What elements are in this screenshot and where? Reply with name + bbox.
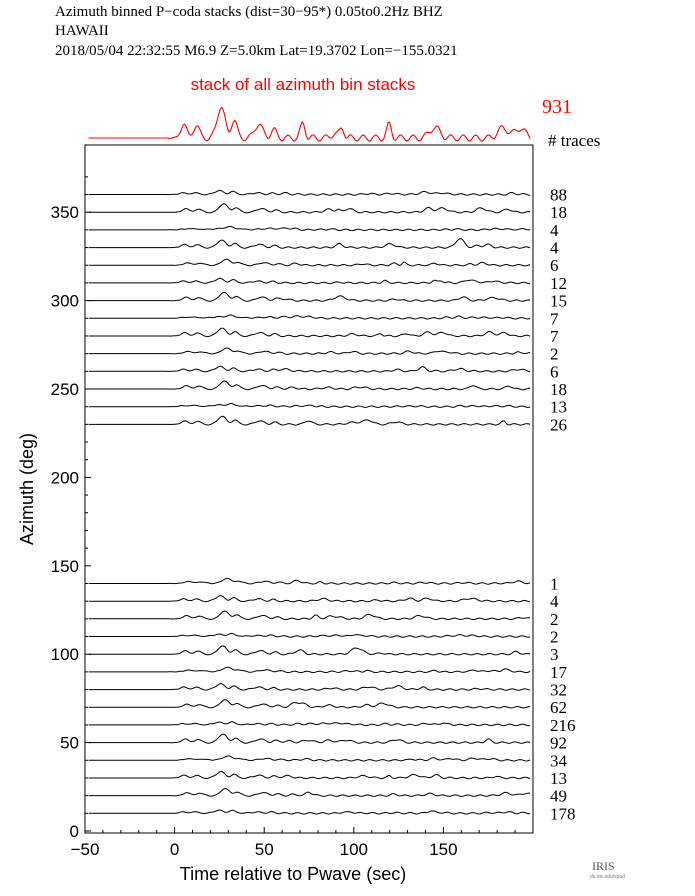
y-tick-label: 300 [51,292,79,311]
plot-frame [84,144,534,834]
bin-trace [88,403,531,408]
trace-count: 1 [550,575,559,594]
trace-count: 26 [550,415,567,434]
trace-count: 2 [550,345,559,364]
trace-count: 2 [550,628,559,647]
bin-trace [88,189,531,196]
y-tick-label: 0 [70,822,79,841]
trace-group: 8818446121577261813261422317326221692341… [88,186,576,823]
bin-trace [88,733,531,744]
chart-title: Azimuth binned P−coda stacks (dist=30−95… [55,4,443,20]
bin-trace [88,365,531,373]
trace-count: 88 [550,186,567,205]
iris-logo-subtext: ds.iris.edu/spud [590,874,625,880]
bin-trace [88,577,531,585]
trace-count: 178 [550,804,576,823]
trace-count: 216 [550,716,576,735]
bin-trace [88,380,531,391]
trace-count: 13 [550,769,567,788]
iris-logo-text: IRIS [592,859,615,873]
iris-logo: IRIS ds.iris.edu/spud [590,859,625,880]
trace-count: 7 [550,309,559,328]
trace-count: 18 [550,380,567,399]
trace-count: 3 [550,645,559,664]
bin-trace [88,721,531,727]
trace-count: 4 [550,221,559,240]
trace-count: 18 [550,203,567,222]
trace-count: 49 [550,787,567,806]
y-axis-label: Azimuth (deg) [17,433,37,545]
stack-trace [88,106,531,142]
y-tick-label: 350 [51,203,79,222]
bin-trace [88,277,531,285]
bin-trace [88,809,531,815]
bin-trace [88,683,531,691]
bin-trace [88,327,531,338]
bin-trace [88,347,531,355]
bin-trace [88,666,531,674]
y-tick-label: 100 [51,645,79,664]
x-tick-label: 50 [255,840,274,859]
trace-count: 92 [550,734,567,753]
total-traces: 931 [542,96,572,118]
x-axis-label: Time relative to Pwave (sec) [180,864,406,884]
trace-count: 12 [550,274,567,293]
bin-trace [88,632,531,638]
bin-trace [88,645,531,656]
trace-count: 4 [550,239,559,258]
trace-count: 2 [550,610,559,629]
bin-trace [88,238,531,249]
y-tick-label: 200 [51,468,79,487]
x-tick-label: 150 [429,840,457,859]
bin-trace [88,291,531,302]
bin-trace [88,314,531,320]
trace-count: 4 [550,592,559,611]
stack-label: stack of all azimuth bin stacks [191,75,416,94]
x-tick-label: 0 [170,840,179,859]
bin-trace [88,258,531,267]
trace-count: 17 [550,663,568,682]
bin-trace [88,225,531,232]
trace-count: 62 [550,698,567,717]
x-tick-label: −50 [71,840,100,859]
trace-count: 15 [550,292,567,311]
trace-count: 7 [550,327,559,346]
event-info: 2018/05/04 22:32:55 M6.9 Z=5.0km Lat=19.… [55,43,458,59]
region-label: HAWAII [55,23,109,39]
bin-trace [88,699,531,709]
bin-trace [88,787,531,797]
trace-count: 6 [550,362,559,381]
bin-trace [88,610,531,621]
y-tick-label: 250 [51,380,79,399]
bin-trace [88,595,531,603]
bin-trace [88,203,531,214]
trace-count: 6 [550,256,559,275]
trace-count: 34 [550,751,568,770]
x-tick-label: 100 [340,840,368,859]
bin-trace [88,415,531,426]
bin-trace [88,755,531,762]
bin-trace [88,770,531,780]
y-tick-label: 50 [60,734,79,753]
trace-count: 32 [550,681,567,700]
y-tick-label: 150 [51,557,79,576]
trace-count: 13 [550,398,567,417]
count-header: # traces [548,131,600,150]
